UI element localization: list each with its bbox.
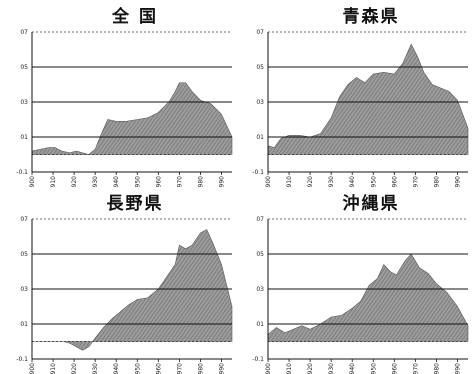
y-tick-label: -0.1: [16, 356, 28, 363]
x-tick-label: 1920: [71, 363, 78, 374]
x-tick-label: 1950: [370, 176, 377, 187]
chart-title: 長野県: [106, 194, 164, 214]
y-tick-label: 03: [256, 99, 264, 106]
x-tick-label: 1960: [155, 363, 162, 374]
x-tick-label: 1910: [286, 363, 293, 374]
x-tick-label: 1900: [29, 176, 36, 187]
chart-panel-aomori: 青森県 07 05 03 01 -0.1 1900 1910 1920 1930 1940 1950…: [236, 0, 472, 187]
x-tick-label: 1940: [113, 176, 120, 187]
x-tick-label: 1990: [454, 363, 461, 374]
x-tick-label: 1980: [433, 176, 440, 187]
x-tick-label: 1910: [50, 176, 57, 187]
y-tick-label: 05: [256, 64, 264, 71]
y-tick-label: 01: [20, 321, 28, 328]
x-tick-label: 1970: [176, 363, 183, 374]
x-tick-label: 1900: [265, 363, 272, 374]
chart-title: 青森県: [342, 7, 400, 27]
y-tick-label: 01: [256, 134, 264, 141]
area-series: [267, 253, 469, 342]
x-tick-label: 1910: [286, 176, 293, 187]
x-tick-label: 1970: [412, 176, 419, 187]
x-tick-label: 1920: [307, 176, 314, 187]
x-tick-label: 1990: [218, 176, 225, 187]
x-tick-label: 1950: [134, 363, 141, 374]
y-tick-label: 03: [20, 99, 28, 106]
y-tick-label: 01: [20, 134, 28, 141]
y-tick-label: 03: [256, 286, 264, 293]
x-tick-label: 1980: [197, 363, 204, 374]
x-tick-label: 1930: [92, 363, 99, 374]
x-tick-label: 1990: [218, 363, 225, 374]
chart-panel-nagano: 長野県 07 05 03 01 -0.1 1900 1910 1920 1930 1940 1950…: [0, 187, 236, 374]
x-tick-label: 1970: [176, 176, 183, 187]
y-tick-label: 05: [20, 251, 28, 258]
x-tick-label: 1910: [50, 363, 57, 374]
x-tick-label: 1940: [113, 363, 120, 374]
x-tick-label: 1940: [349, 176, 356, 187]
x-tick-label: 1930: [92, 176, 99, 187]
chart-title: 沖縄県: [342, 194, 400, 214]
y-tick-label: -0.1: [16, 169, 28, 176]
x-tick-label: 1960: [391, 363, 398, 374]
area-series: [267, 43, 469, 155]
y-tick-label: 01: [256, 321, 264, 328]
x-tick-label: 1900: [29, 363, 36, 374]
x-tick-label: 1920: [71, 176, 78, 187]
x-tick-label: 1980: [197, 176, 204, 187]
y-tick-label: 07: [256, 29, 264, 36]
x-tick-label: 1970: [412, 363, 419, 374]
chart-title: 全 国: [112, 7, 158, 27]
x-tick-label: 1930: [328, 176, 335, 187]
x-tick-label: 1930: [328, 363, 335, 374]
x-tick-label: 1990: [454, 176, 461, 187]
y-tick-label: 05: [20, 64, 28, 71]
chart-panel-okinawa: 沖縄県 07 05 03 01 -0.1 1900 1910 1920 1930 1940 1950…: [236, 187, 472, 374]
y-tick-label: 05: [256, 251, 264, 258]
chart-panel-zenkoku: 全 国 07 05 03 01 -0.1 1900 1910 1920 1930 1940 1950…: [0, 0, 236, 187]
area-series: [32, 229, 233, 351]
x-tick-label: 1900: [265, 176, 272, 187]
x-tick-label: 1920: [307, 363, 314, 374]
y-tick-label: 07: [20, 29, 28, 36]
x-tick-label: 1950: [134, 176, 141, 187]
y-tick-label: 07: [20, 216, 28, 223]
x-tick-label: 1940: [349, 363, 356, 374]
y-tick-label: -0.1: [252, 356, 264, 363]
y-tick-label: -0.1: [252, 169, 264, 176]
x-tick-label: 1980: [433, 363, 440, 374]
x-tick-label: 1950: [370, 363, 377, 374]
y-tick-label: 03: [20, 286, 28, 293]
area-series: [31, 82, 233, 155]
x-tick-label: 1960: [155, 176, 162, 187]
y-tick-label: 07: [256, 216, 264, 223]
x-tick-label: 1960: [391, 176, 398, 187]
